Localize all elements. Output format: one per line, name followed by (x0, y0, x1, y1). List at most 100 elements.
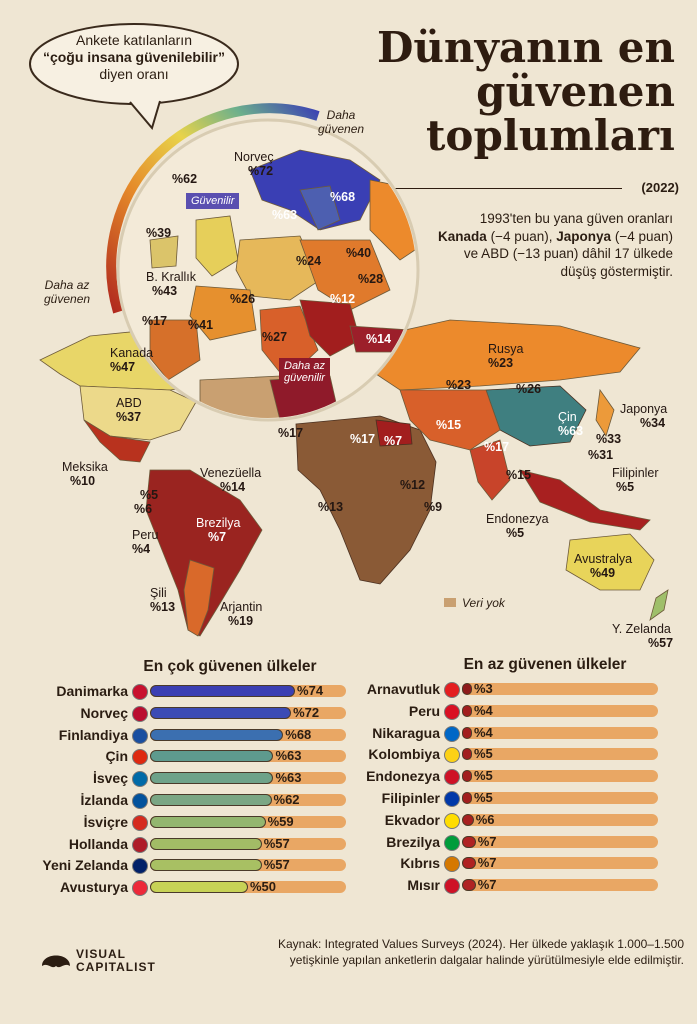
label-value: %26 (516, 382, 542, 396)
label-egypt: %7 (384, 434, 402, 448)
label-value: %9 (424, 500, 443, 514)
bar-category-label: Avusturya (60, 879, 128, 896)
bar-category-label: Filipinler (381, 790, 440, 806)
bar-track (462, 835, 658, 848)
label-uk-value: %43 (152, 284, 178, 298)
label-value: %68 (330, 190, 356, 204)
bar-row: Avusturya %50 (18, 878, 358, 897)
region-africa (295, 415, 437, 585)
bar-value-label: %5 (474, 790, 493, 805)
label-france: %26 (230, 292, 255, 306)
label-morocco: %17 (278, 426, 303, 440)
bar-row: Danimarka %74 (18, 682, 358, 700)
flag-icon (444, 878, 460, 895)
label-new-zealand: Y. Zelanda %57 (612, 622, 673, 650)
label-norway-value: %72 (248, 164, 274, 178)
label-russia-name: Rusya (488, 342, 524, 356)
bar-row: İzlanda %62 (18, 791, 358, 809)
bar (462, 748, 472, 761)
region-new-zealand (649, 589, 669, 621)
label-brazil: Brezilya %7 (196, 516, 240, 544)
bar-track (462, 748, 658, 761)
label-value: %12 (330, 292, 356, 306)
bar-value-label: %63 (275, 748, 302, 764)
bar-track (462, 683, 658, 695)
bar-value-label: %6 (475, 811, 495, 827)
bar-row: Endonezya %5 (330, 767, 670, 786)
label-value: %27 (262, 330, 288, 344)
bubble-text: Ankete katılanların “çoğu insana güvenil… (34, 32, 234, 83)
label-iceland: %62 (172, 172, 197, 186)
label-venezuela-value: %14 (220, 480, 246, 494)
bar-value-label: %7 (477, 877, 497, 893)
subtitle-canada: Kanada (438, 228, 487, 244)
flag-icon (132, 749, 148, 766)
label-ukraine: %28 (358, 272, 383, 286)
flag-icon (132, 727, 148, 744)
label-australia-value: %49 (590, 566, 616, 580)
flag-icon (132, 880, 148, 897)
most-trusting-heading: En çok güvenen ülkeler (143, 658, 317, 675)
region-japan (595, 388, 615, 437)
scale-high-line-1: Daha (326, 108, 356, 122)
source-note: Kaynak: Integrated Values Surveys (2024)… (277, 937, 684, 967)
label-japan-name: Japonya (620, 402, 668, 416)
bar-row: Yeni Zelanda %57 (18, 856, 358, 875)
label-argentina-value: %19 (228, 614, 254, 628)
label-argentina: Arjantin %19 (220, 600, 262, 628)
scale-low-label: Daha az güvenen (44, 278, 90, 306)
label-china-name: Çin (558, 410, 577, 424)
bar-track (462, 704, 658, 717)
bar (462, 813, 474, 826)
label-indonesia-name: Endonezya (486, 512, 549, 526)
bar-track (462, 726, 658, 739)
label-china-value: %63 (558, 424, 584, 438)
bar-row: Norveç %72 (18, 704, 358, 722)
bar-value-label: %74 (297, 683, 324, 698)
flag-icon (444, 747, 460, 764)
bar-track (462, 857, 658, 870)
bar-track (462, 770, 658, 783)
label-brazil-value: %7 (208, 530, 227, 544)
bar (150, 728, 284, 741)
bar (462, 879, 476, 892)
label-india: %17 (484, 440, 509, 454)
bar-category-label: Finlandiya (58, 726, 128, 743)
bar (150, 706, 292, 719)
bar-value-label: %62 (273, 792, 300, 807)
bar-row: İsviçre %59 (18, 813, 358, 831)
bar-value-label: %57 (263, 857, 290, 873)
bar (150, 837, 262, 850)
region-argentina (183, 559, 215, 637)
bar (150, 859, 262, 872)
label-spain: %41 (188, 318, 213, 332)
bar-category-label: Danimarka (56, 683, 128, 699)
bar-value-label: %57 (263, 835, 290, 851)
bar-category-label: İzlanda (80, 792, 128, 808)
year-rule (392, 188, 622, 189)
label-thailand: %15 (506, 468, 531, 482)
subtitle-part: düşüş göstermiştir. (560, 263, 673, 279)
flag-icon (444, 812, 460, 829)
tag-less-line-1: Daha az (284, 360, 325, 372)
subtitle-japan-delta: (−4 puan) (614, 228, 673, 244)
bar-track (462, 813, 658, 826)
region-egypt (375, 419, 413, 447)
region-se-asia (519, 469, 651, 531)
label-portugal: %17 (142, 314, 167, 328)
bar-row: Kıbrıs %7 (330, 854, 670, 873)
label-venezuela-name: Venezüella (200, 466, 262, 480)
label-ireland: %39 (146, 226, 171, 240)
label-iran: %15 (436, 418, 461, 432)
page-title: Dünyanın en güvenen toplumları (376, 23, 675, 160)
bar-value-label: %4 (474, 724, 493, 740)
label-value: %63 (272, 208, 298, 222)
flag-icon (132, 793, 148, 809)
label-venezuela: Venezüella %14 (200, 466, 261, 494)
bar (462, 704, 472, 717)
label-philippines-value: %5 (616, 480, 635, 494)
label-usa-value: %37 (116, 410, 142, 424)
label-mongolia: %26 (516, 382, 541, 396)
label-italy: %27 (262, 330, 287, 344)
bar-value-label: %50 (250, 879, 277, 895)
